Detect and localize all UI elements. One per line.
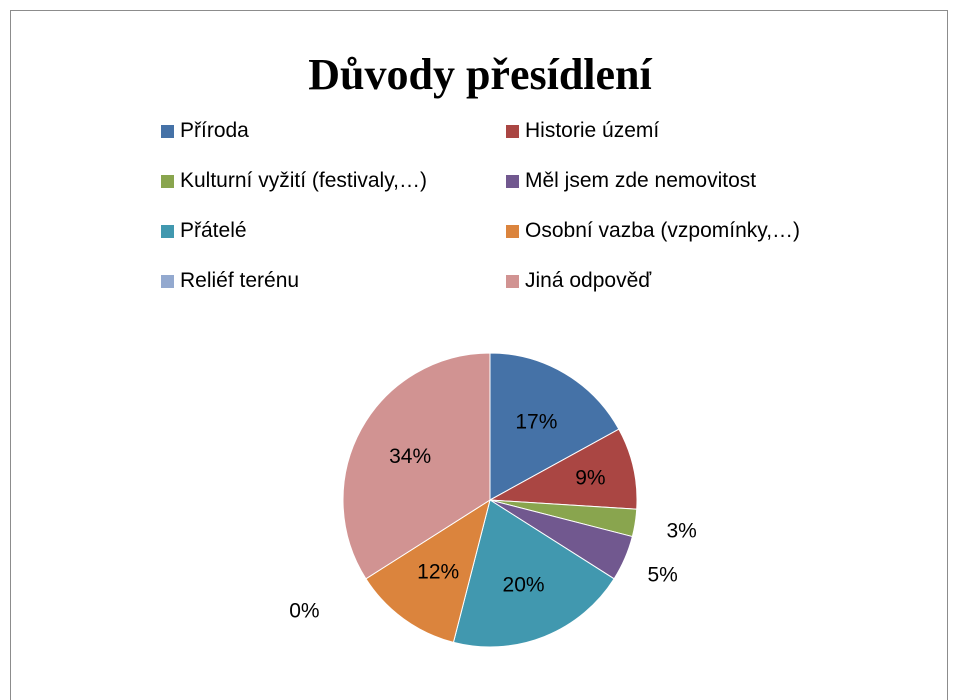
legend-swatch	[161, 224, 174, 238]
legend-swatch	[161, 124, 174, 138]
chart-title: Důvody přesídlení	[308, 50, 652, 99]
chart-area: Důvody přesídlení Příroda Historie území…	[10, 10, 948, 700]
legend-label: Osobní vazba (vzpomínky,…)	[525, 219, 801, 242]
legend-item-pratele: Přátelé	[161, 219, 247, 243]
legend-item-nemovitost: Měl jsem zde nemovitost	[506, 169, 756, 193]
legend-label: Historie území	[525, 119, 660, 142]
legend-label: Příroda	[180, 119, 249, 142]
legend-label: Měl jsem zde nemovitost	[525, 169, 757, 192]
legend-item-historie-uzemi: Historie území	[506, 119, 659, 143]
legend-swatch	[506, 174, 519, 188]
legend-item-osobni-vazba: Osobní vazba (vzpomínky,…)	[506, 219, 800, 243]
legend-label: Kulturní vyžití (festivaly,…)	[180, 169, 427, 192]
legend-label: Jiná odpověď	[525, 269, 652, 292]
legend-item-kulturni-vyziti: Kulturní vyžití (festivaly,…)	[161, 169, 427, 193]
legend-item-relief-terenu: Reliéf terénu	[161, 269, 299, 293]
legend-item-jina-odpoved: Jiná odpověď	[506, 269, 651, 293]
legend-swatch	[161, 274, 174, 288]
legend: Příroda Historie území Kulturní vyžití (…	[161, 119, 861, 319]
legend-swatch	[161, 174, 174, 188]
legend-label: Reliéf terénu	[180, 269, 300, 292]
legend-item-priroda: Příroda	[161, 119, 249, 143]
legend-swatch	[506, 224, 519, 238]
legend-label: Přátelé	[180, 219, 247, 242]
legend-swatch	[506, 274, 519, 288]
legend-swatch	[506, 124, 519, 138]
